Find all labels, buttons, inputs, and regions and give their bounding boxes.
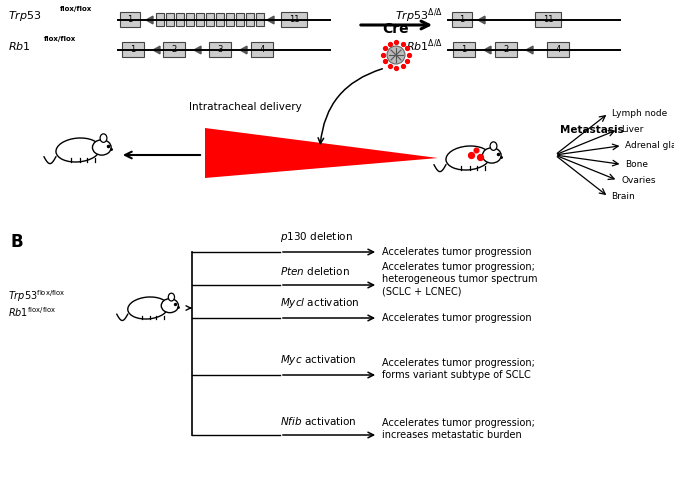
FancyBboxPatch shape [122,42,144,57]
Ellipse shape [168,293,175,301]
Ellipse shape [56,138,100,162]
Polygon shape [153,46,160,54]
Text: Cre: Cre [383,22,409,36]
FancyBboxPatch shape [452,12,472,28]
Ellipse shape [446,146,490,170]
Text: Ovaries: Ovaries [621,176,656,185]
FancyBboxPatch shape [281,12,307,28]
Text: Accelerates tumor progression;
increases metastatic burden: Accelerates tumor progression; increases… [382,418,535,440]
FancyBboxPatch shape [535,12,561,28]
Text: $\mathit{p130}$ deletion: $\mathit{p130}$ deletion [280,230,353,244]
Text: flox/flox: flox/flox [60,6,92,12]
Text: Adrenal gland: Adrenal gland [625,141,674,150]
Polygon shape [240,46,247,54]
Text: $\mathit{Rb1}^{\Delta/\Delta}$: $\mathit{Rb1}^{\Delta/\Delta}$ [406,38,443,54]
Polygon shape [267,16,274,24]
Text: Brain: Brain [611,192,636,202]
Polygon shape [478,16,485,24]
Ellipse shape [92,140,111,155]
Text: B: B [10,233,23,251]
Ellipse shape [161,299,179,313]
Text: 11: 11 [543,15,553,25]
Text: 2: 2 [503,45,509,54]
FancyBboxPatch shape [495,42,517,57]
Polygon shape [484,46,491,54]
FancyBboxPatch shape [206,13,214,27]
Text: Intratracheal delivery: Intratracheal delivery [189,102,301,112]
Text: Liver: Liver [621,125,644,134]
Polygon shape [526,46,533,54]
Text: 2: 2 [171,45,177,54]
Text: Accelerates tumor progression: Accelerates tumor progression [382,247,532,257]
Text: $\mathit{Myc}$ activation: $\mathit{Myc}$ activation [280,353,357,367]
Text: Metastasis: Metastasis [560,125,623,135]
FancyBboxPatch shape [246,13,254,27]
FancyBboxPatch shape [186,13,194,27]
FancyBboxPatch shape [163,42,185,57]
Polygon shape [146,16,153,24]
Text: $\mathit{Trp53}^{\Delta/\Delta}$: $\mathit{Trp53}^{\Delta/\Delta}$ [395,7,443,25]
FancyBboxPatch shape [256,13,264,27]
Text: 1: 1 [127,15,133,25]
FancyBboxPatch shape [226,13,234,27]
Text: Lymph node: Lymph node [611,109,667,118]
Polygon shape [194,46,201,54]
FancyBboxPatch shape [453,42,475,57]
Text: $\mathit{Rb1}$: $\mathit{Rb1}$ [8,40,31,52]
Ellipse shape [483,148,501,163]
Text: Accelerates tumor progression;
heterogeneous tumor spectrum
(SCLC + LCNEC): Accelerates tumor progression; heterogen… [382,262,537,296]
FancyBboxPatch shape [216,13,224,27]
FancyBboxPatch shape [176,13,184,27]
Text: $\mathit{Trp53}$: $\mathit{Trp53}$ [8,9,42,23]
Text: Accelerates tumor progression;
forms variant subtype of SCLC: Accelerates tumor progression; forms var… [382,358,535,380]
Text: 4: 4 [555,45,561,54]
Text: 11: 11 [288,15,299,25]
FancyBboxPatch shape [166,13,174,27]
Text: $\mathit{Rb1}^{\rm{flox/flox}}$: $\mathit{Rb1}^{\rm{flox/flox}}$ [8,305,57,319]
FancyBboxPatch shape [236,13,244,27]
Text: $\mathit{Mycl}$ activation: $\mathit{Mycl}$ activation [280,296,359,310]
FancyBboxPatch shape [120,12,140,28]
Text: 1: 1 [460,15,464,25]
Text: Bone: Bone [625,160,648,169]
Circle shape [387,46,405,64]
Text: flox/flox: flox/flox [44,36,76,42]
FancyBboxPatch shape [209,42,231,57]
Text: Accelerates tumor progression: Accelerates tumor progression [382,313,532,323]
Ellipse shape [128,297,168,319]
Text: 3: 3 [217,45,222,54]
Text: $\mathit{Nfib}$ activation: $\mathit{Nfib}$ activation [280,415,357,427]
Ellipse shape [490,142,497,150]
Polygon shape [205,128,438,178]
Text: $\mathit{Pten}$ deletion: $\mathit{Pten}$ deletion [280,265,350,277]
FancyBboxPatch shape [156,13,164,27]
Text: 4: 4 [259,45,265,54]
Text: 1: 1 [130,45,135,54]
FancyBboxPatch shape [251,42,273,57]
FancyBboxPatch shape [196,13,204,27]
Ellipse shape [100,134,107,142]
FancyBboxPatch shape [547,42,569,57]
Text: 1: 1 [462,45,466,54]
Text: $\mathit{Trp53}^{\rm{flox/flox}}$: $\mathit{Trp53}^{\rm{flox/flox}}$ [8,288,66,304]
